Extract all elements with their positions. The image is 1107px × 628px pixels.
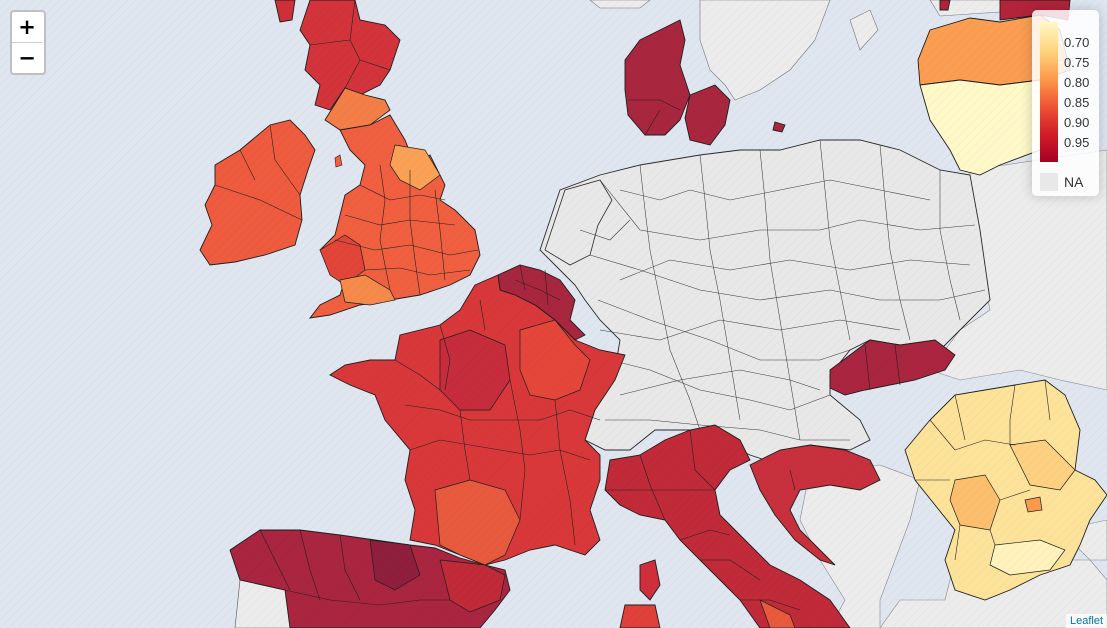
legend-tick-mark (1058, 62, 1062, 63)
legend-tick-label: 0.75 (1064, 55, 1090, 70)
legend-tick-label: 0.70 (1064, 35, 1090, 50)
legend-tick-label: 0.80 (1064, 75, 1090, 90)
legend-tick-label: 0.85 (1064, 95, 1090, 110)
region-norway[interactable] (589, 0, 651, 9)
legend-tick-mark (1058, 142, 1062, 143)
legend-tick-label: 0.90 (1064, 115, 1090, 130)
legend: 0.70 0.75 0.80 0.85 0.90 0.95 NA (1032, 10, 1099, 196)
legend-tick-mark (1058, 122, 1062, 123)
zoom-out-button[interactable]: − (12, 42, 42, 73)
legend-tick-mark (1058, 82, 1062, 83)
region-bucuresti (1024, 496, 1043, 513)
legend-tick-label: 0.95 (1064, 135, 1090, 150)
zoom-control: + − (10, 10, 46, 75)
legend-color-bar (1040, 22, 1058, 162)
attribution-link[interactable]: Leaflet (1065, 614, 1107, 628)
legend-tick-mark (1058, 42, 1062, 43)
legend-tick-mark (1058, 102, 1062, 103)
legend-na-label: NA (1064, 174, 1084, 190)
zoom-in-button[interactable]: + (12, 12, 42, 42)
legend-na-swatch (1040, 173, 1058, 191)
region-sardinia (619, 604, 661, 628)
